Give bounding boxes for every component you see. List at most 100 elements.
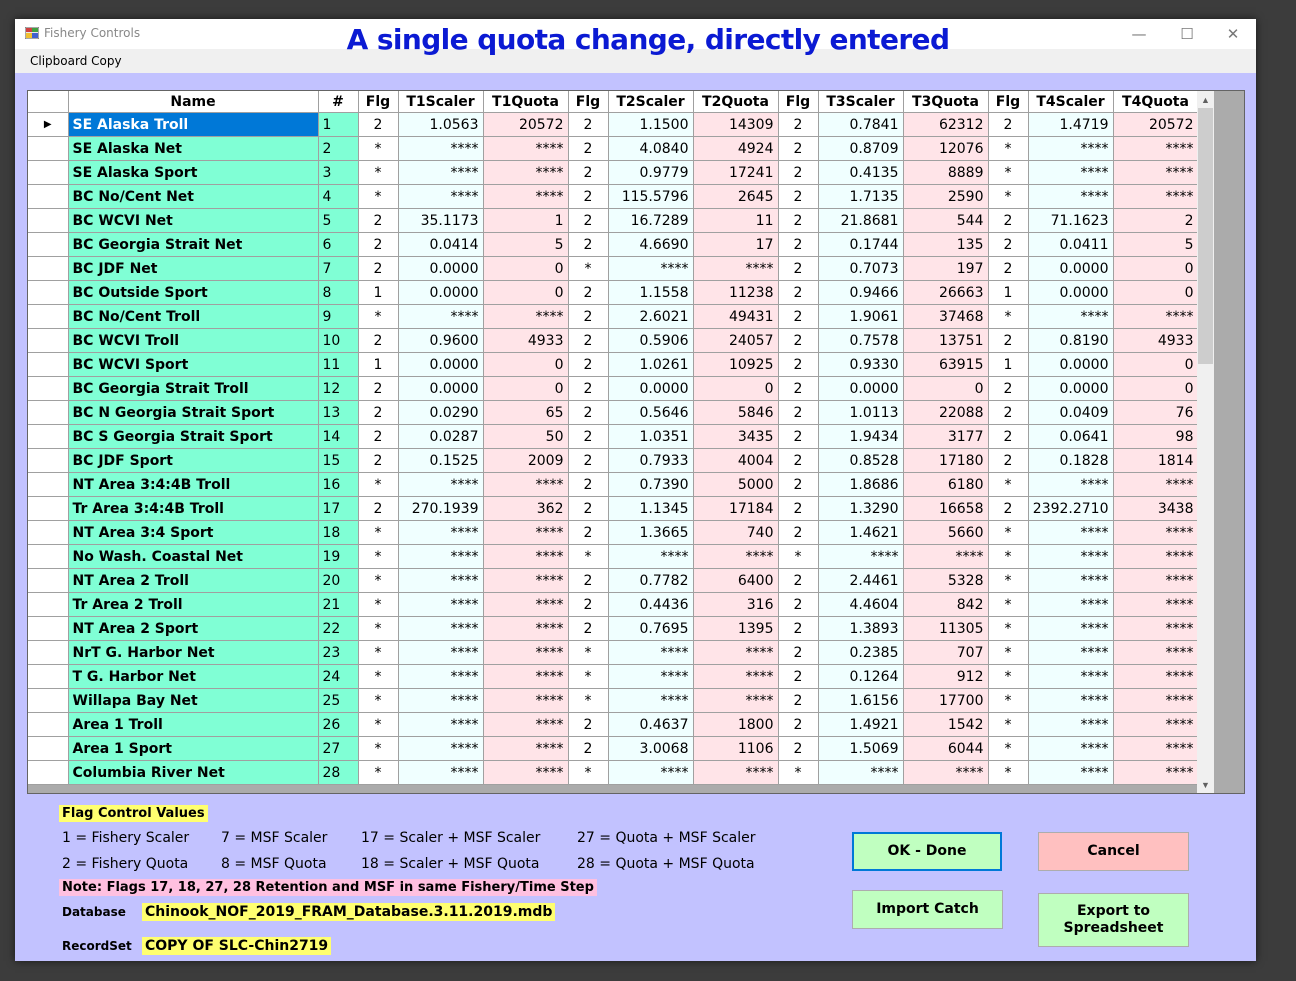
flag-cell[interactable]: 2 — [988, 232, 1029, 257]
quota-cell[interactable]: 17184 — [693, 496, 779, 521]
row-header[interactable] — [28, 712, 69, 737]
scaler-cell[interactable]: **** — [1028, 304, 1114, 329]
table-row[interactable]: BC Outside Sport 8 1 0.0000 0 2 1.1558 11238 2 0.… — [28, 280, 1199, 305]
row-header[interactable] — [28, 568, 69, 593]
fishery-name-cell[interactable]: NT Area 2 Troll — [68, 568, 319, 593]
row-header[interactable] — [28, 688, 69, 713]
quota-cell[interactable]: **** — [483, 544, 569, 569]
flag-cell[interactable]: 2 — [778, 208, 819, 233]
quota-cell[interactable]: **** — [693, 640, 779, 665]
fishery-name-cell[interactable]: BC Georgia Strait Troll — [68, 376, 319, 401]
table-row[interactable]: NT Area 2 Troll 20 * **** **** 2 0.7782 6400 2 2.… — [28, 568, 1199, 593]
row-header[interactable] — [28, 328, 69, 353]
flag-cell[interactable]: * — [358, 136, 399, 161]
flag-cell[interactable]: 2 — [358, 112, 399, 137]
fishery-number-cell[interactable]: 8 — [318, 280, 359, 305]
quota-cell[interactable]: 0 — [1113, 376, 1199, 401]
fishery-number-cell[interactable]: 11 — [318, 352, 359, 377]
scaler-cell[interactable]: 1.9434 — [818, 424, 904, 449]
flag-cell[interactable]: * — [358, 616, 399, 641]
quota-cell[interactable]: 0 — [693, 376, 779, 401]
scaler-cell[interactable]: **** — [398, 184, 484, 209]
scaler-cell[interactable]: **** — [398, 472, 484, 497]
quota-cell[interactable]: 20572 — [483, 112, 569, 137]
quota-cell[interactable]: **** — [1113, 544, 1199, 569]
scaler-cell[interactable]: **** — [608, 664, 694, 689]
fishery-number-cell[interactable]: 10 — [318, 328, 359, 353]
scaler-cell[interactable]: 0.1264 — [818, 664, 904, 689]
quota-cell[interactable]: 3177 — [903, 424, 989, 449]
quota-cell[interactable]: 197 — [903, 256, 989, 281]
scaler-cell[interactable]: **** — [1028, 592, 1114, 617]
fishery-number-cell[interactable]: 12 — [318, 376, 359, 401]
fishery-number-cell[interactable]: 1 — [318, 112, 359, 137]
quota-cell[interactable]: **** — [693, 544, 779, 569]
flag-cell[interactable]: 2 — [778, 472, 819, 497]
fishery-number-cell[interactable]: 16 — [318, 472, 359, 497]
fishery-number-cell[interactable]: 9 — [318, 304, 359, 329]
flag-cell[interactable]: 2 — [358, 256, 399, 281]
scaler-cell[interactable]: **** — [1028, 712, 1114, 737]
flag-cell[interactable]: * — [568, 664, 609, 689]
quota-cell[interactable]: 0 — [1113, 352, 1199, 377]
flag-cell[interactable]: 2 — [568, 232, 609, 257]
fishery-name-cell[interactable]: BC N Georgia Strait Sport — [68, 400, 319, 425]
flag-cell[interactable]: 2 — [568, 592, 609, 617]
quota-cell[interactable]: 13751 — [903, 328, 989, 353]
quota-cell[interactable]: 707 — [903, 640, 989, 665]
quota-cell[interactable]: 11238 — [693, 280, 779, 305]
fishery-number-cell[interactable]: 7 — [318, 256, 359, 281]
fishery-number-cell[interactable]: 17 — [318, 496, 359, 521]
scaler-cell[interactable]: 0.7695 — [608, 616, 694, 641]
scaler-cell[interactable]: 4.0840 — [608, 136, 694, 161]
scaler-cell[interactable]: **** — [1028, 688, 1114, 713]
row-header[interactable] — [28, 160, 69, 185]
ok-done-button[interactable]: OK - Done — [852, 832, 1002, 871]
flag-cell[interactable]: 2 — [568, 424, 609, 449]
flag-cell[interactable]: 2 — [568, 496, 609, 521]
flag-cell[interactable]: 2 — [778, 400, 819, 425]
scaler-cell[interactable]: **** — [608, 640, 694, 665]
quota-cell[interactable]: 50 — [483, 424, 569, 449]
flag-cell[interactable]: * — [988, 304, 1029, 329]
flag-cell[interactable]: 2 — [568, 160, 609, 185]
flag-cell[interactable]: 2 — [568, 136, 609, 161]
quota-cell[interactable]: 5 — [483, 232, 569, 257]
scaler-cell[interactable]: **** — [398, 760, 484, 785]
flag-cell[interactable]: 2 — [358, 208, 399, 233]
flag-cell[interactable]: 2 — [358, 328, 399, 353]
quota-cell[interactable]: 4933 — [483, 328, 569, 353]
flag-cell[interactable]: * — [358, 664, 399, 689]
quota-cell[interactable]: 4933 — [1113, 328, 1199, 353]
quota-cell[interactable]: 17 — [693, 232, 779, 257]
scaler-cell[interactable]: 4.6690 — [608, 232, 694, 257]
quota-cell[interactable]: 65 — [483, 400, 569, 425]
flag-cell[interactable]: * — [568, 688, 609, 713]
column-header[interactable]: Flg — [778, 91, 819, 113]
table-row[interactable]: Area 1 Sport 27 * **** **** 2 3.0068 1106 2 1.506… — [28, 736, 1199, 761]
scaler-cell[interactable]: **** — [1028, 520, 1114, 545]
flag-cell[interactable]: 2 — [358, 232, 399, 257]
fishery-number-cell[interactable]: 18 — [318, 520, 359, 545]
quota-cell[interactable]: **** — [1113, 160, 1199, 185]
flag-cell[interactable]: * — [988, 568, 1029, 593]
flag-cell[interactable]: 2 — [568, 472, 609, 497]
flag-cell[interactable]: 2 — [778, 376, 819, 401]
fishery-number-cell[interactable]: 4 — [318, 184, 359, 209]
flag-cell[interactable]: 2 — [778, 736, 819, 761]
row-header[interactable] — [28, 472, 69, 497]
quota-cell[interactable]: **** — [1113, 472, 1199, 497]
quota-cell[interactable]: 22088 — [903, 400, 989, 425]
flag-cell[interactable]: 2 — [778, 448, 819, 473]
scaler-cell[interactable]: 1.1500 — [608, 112, 694, 137]
scaler-cell[interactable]: 1.3665 — [608, 520, 694, 545]
flag-cell[interactable]: 2 — [778, 184, 819, 209]
scaler-cell[interactable]: **** — [818, 544, 904, 569]
quota-cell[interactable]: 1800 — [693, 712, 779, 737]
table-row[interactable]: Tr Area 2 Troll 21 * **** **** 2 0.4436 316 2 4.4… — [28, 592, 1199, 617]
scaler-cell[interactable]: 0.7073 — [818, 256, 904, 281]
flag-cell[interactable]: 2 — [778, 256, 819, 281]
scaler-cell[interactable]: 1.0261 — [608, 352, 694, 377]
flag-cell[interactable]: * — [988, 736, 1029, 761]
flag-cell[interactable]: * — [358, 760, 399, 785]
